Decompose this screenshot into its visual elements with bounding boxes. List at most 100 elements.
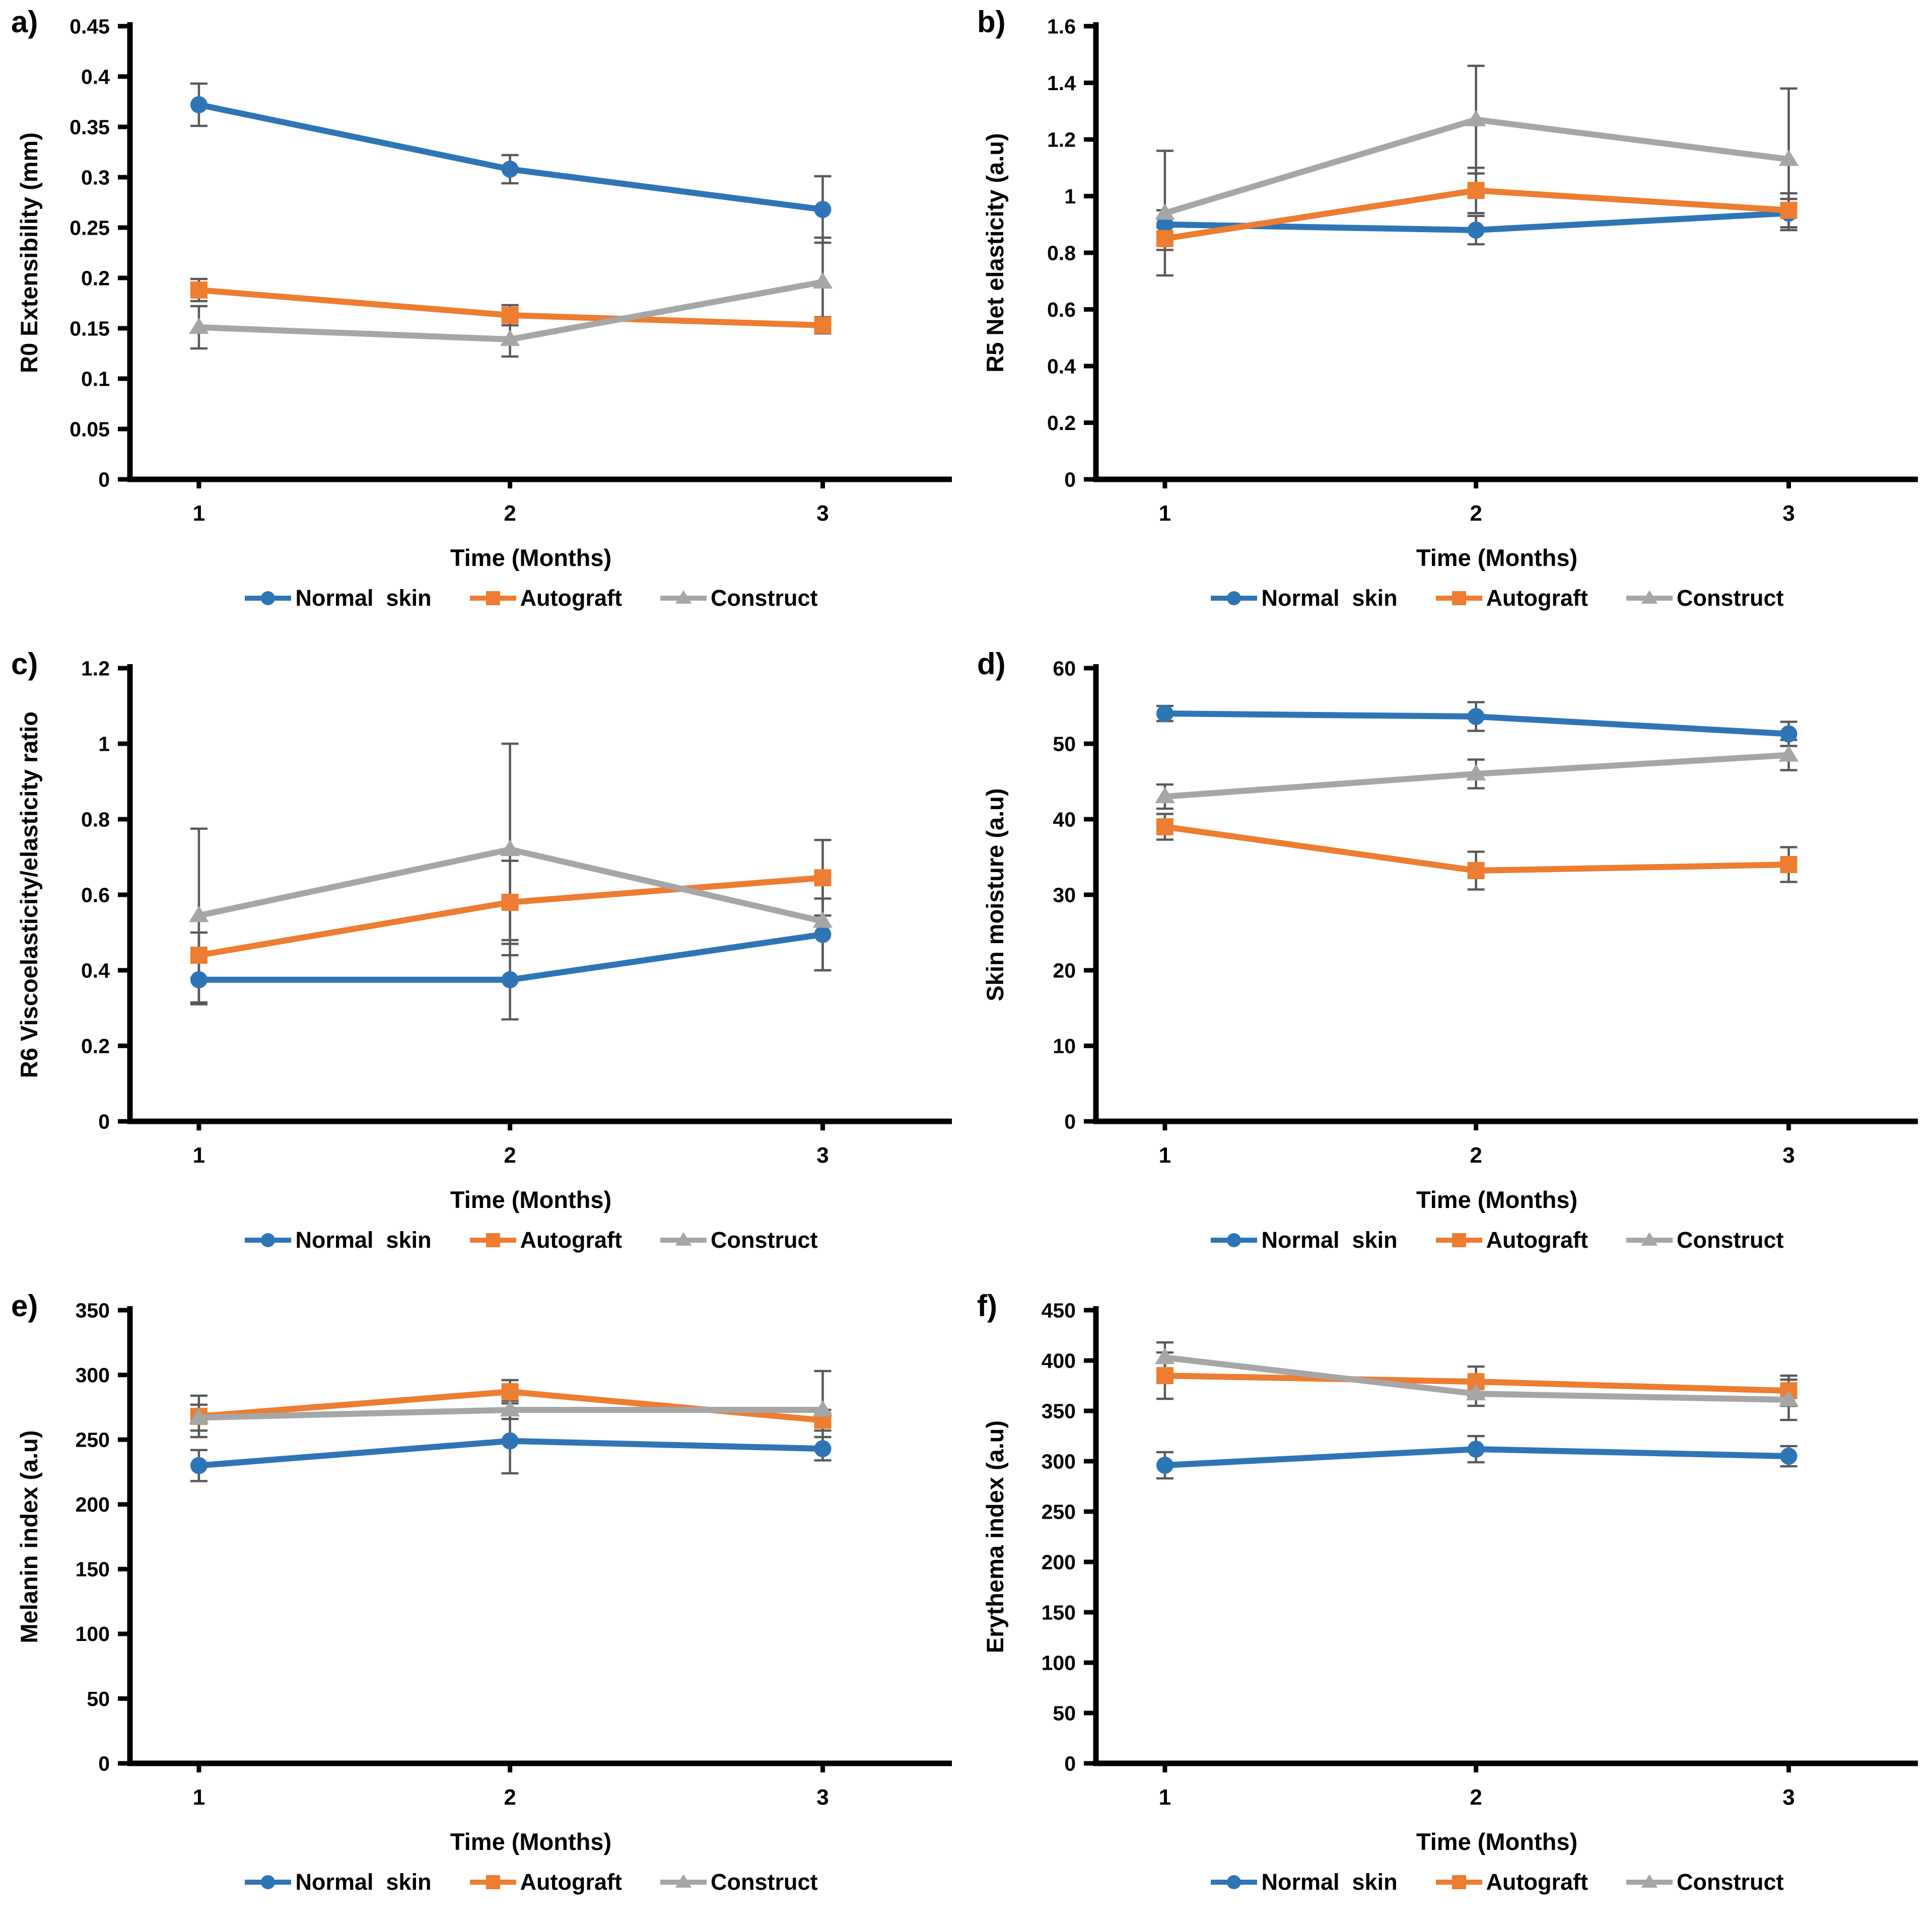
legend-marker-square-icon (1435, 1875, 1482, 1889)
line-chart-r0-extensibility: 0 0.05 0.1 0.15 0.2 0.25 0.3 0.35 0.4 0.45 1 2 3 Time… (16, 15, 952, 571)
y-tick-label: 0.2 (81, 1034, 110, 1057)
y-tick-label: 1 (1064, 185, 1076, 208)
legend-item-construct: Construct (659, 1869, 818, 1895)
legend-label: Autograft (520, 1869, 623, 1895)
y-tick-label: 1.6 (1047, 15, 1076, 38)
legend: Normal skin Autograft Construct (1014, 585, 1932, 611)
y-tick-label: 10 (1053, 1034, 1076, 1057)
data-point-marker (501, 971, 519, 988)
panel-letter-c: c) (11, 647, 38, 681)
legend-item-autograft: Autograft (469, 1227, 622, 1253)
data-point-marker (814, 317, 832, 334)
data-point-marker (500, 329, 520, 346)
y-tick-label: 30 (1053, 883, 1076, 906)
x-axis-title: Time (Months) (1416, 544, 1577, 571)
panel-letter-d: d) (977, 647, 1006, 681)
legend-marker-square-icon (469, 1233, 516, 1247)
y-tick-label: 1.2 (81, 657, 110, 680)
legend-marker-triangle-icon (660, 1874, 707, 1888)
x-tick-label: 3 (816, 1143, 829, 1168)
panel-letter-a: a) (11, 5, 38, 39)
data-point-marker (190, 971, 208, 988)
x-tick-label: 1 (193, 1785, 205, 1810)
legend-marker (1227, 591, 1241, 605)
data-point-marker (190, 947, 208, 964)
data-point-marker (1156, 818, 1174, 835)
x-tick-label: 1 (193, 1143, 205, 1168)
x-axis-title: Time (Months) (450, 544, 611, 571)
legend-marker-square-icon (1435, 1233, 1482, 1247)
legend-item-autograft: Autograft (469, 1869, 622, 1895)
y-tick-label: 450 (1042, 1299, 1076, 1322)
y-tick-label: 300 (1042, 1450, 1076, 1473)
data-point-marker (190, 1457, 208, 1474)
legend-marker-square-icon (469, 1875, 516, 1889)
y-tick-label: 150 (1042, 1601, 1076, 1624)
y-tick-label: 0 (98, 1752, 110, 1775)
data-point-marker (1780, 201, 1798, 219)
data-point-marker (501, 1383, 519, 1400)
y-tick-label: 0.35 (70, 115, 110, 138)
y-tick-label: 0 (1064, 1752, 1076, 1775)
data-point-marker (501, 1432, 519, 1450)
legend-label: Autograft (520, 1227, 623, 1253)
data-point-marker (500, 839, 520, 857)
panel-e: e) 0 50 100 150 200 250 300 350 1 2 3 Time (Months)… (0, 1284, 966, 1926)
legend: Normal skin Autograft Construct (1014, 1869, 1932, 1895)
y-tick-label: 0 (1064, 1110, 1076, 1133)
y-tick-label: 0.2 (1047, 411, 1076, 435)
legend-marker (261, 1233, 275, 1247)
y-tick-label: 0.05 (70, 417, 110, 441)
legend-label: Construct (1677, 585, 1784, 611)
y-tick-label: 0 (98, 468, 110, 491)
data-point-marker (812, 272, 833, 289)
data-point-marker (1778, 745, 1799, 762)
data-point-marker (1466, 1384, 1486, 1401)
data-point-marker (814, 201, 832, 218)
legend-marker (675, 590, 692, 604)
y-axis-title: Erythema index (a.u) (982, 1420, 1008, 1653)
legend-marker (1641, 590, 1658, 604)
y-tick-label: 0.6 (1047, 298, 1076, 321)
y-tick-label: 100 (76, 1622, 110, 1646)
data-point-marker (1155, 1347, 1175, 1365)
y-tick-label: 0.15 (70, 317, 110, 340)
legend-marker (1641, 1874, 1658, 1888)
legend-marker (675, 1232, 692, 1246)
data-point-marker (1467, 182, 1485, 199)
y-tick-label: 1.4 (1047, 72, 1076, 95)
y-tick-label: 0.45 (70, 15, 110, 38)
y-tick-label: 50 (1053, 1701, 1076, 1725)
line-chart-r6-viscoelasticity: 0 0.2 0.4 0.6 0.8 1 1.2 1 2 3 Time (Months) R6 Visc… (16, 657, 952, 1213)
panel-letter-b: b) (977, 5, 1006, 39)
y-tick-label: 0.8 (1047, 241, 1076, 264)
panel-f: f) 0 50 100 150 200 250 300 350 400 450 1 2 3 Time (M… (966, 1284, 1932, 1926)
legend-label: Autograft (520, 585, 623, 611)
x-tick-label: 3 (1782, 1143, 1795, 1168)
legend-marker-circle-icon (1211, 591, 1258, 605)
data-point-marker (1780, 1448, 1798, 1465)
legend-marker-triangle-icon (1626, 1232, 1673, 1246)
data-point-marker (501, 307, 519, 324)
data-point-marker (1467, 862, 1485, 879)
panel-c: c) 0 0.2 0.4 0.6 0.8 1 1.2 1 2 3 Time (Months) R6 V… (0, 642, 966, 1284)
data-point-marker (1778, 149, 1799, 166)
legend-marker-triangle-icon (660, 590, 707, 604)
y-tick-label: 0.25 (70, 216, 110, 239)
legend-label: Construct (711, 1869, 818, 1895)
legend-marker-circle-icon (245, 1875, 292, 1889)
line-chart-melanin-index: 0 50 100 150 200 250 300 350 1 2 3 Time (Months) Mel… (16, 1299, 952, 1855)
legend-marker (1452, 1875, 1466, 1889)
legend-label: Autograft (1486, 1869, 1589, 1895)
legend-label: Construct (711, 1227, 818, 1253)
y-tick-label: 0.1 (81, 367, 110, 390)
legend-item-normal-skin: Normal skin (244, 1227, 432, 1253)
legend: Normal skin Autograft Construct (48, 585, 1014, 611)
legend-marker (1227, 1875, 1241, 1889)
legend-label: Normal skin (295, 1869, 432, 1895)
legend-label: Normal skin (1261, 1869, 1398, 1895)
data-point-marker (1466, 764, 1486, 781)
data-point-marker (500, 1400, 520, 1417)
legend-marker-circle-icon (245, 591, 292, 605)
y-tick-label: 0.2 (81, 266, 110, 290)
